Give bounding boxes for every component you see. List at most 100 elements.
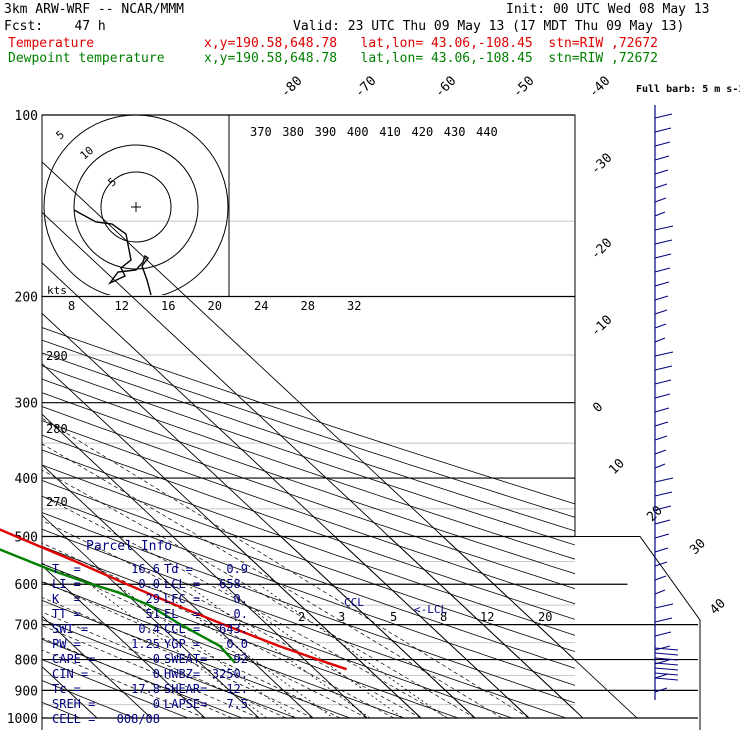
plot-frame — [41, 114, 576, 537]
dry-adiabat — [42, 599, 351, 719]
temperature-tick-label: -70 — [352, 74, 379, 101]
wind-barb — [654, 505, 672, 511]
parcel-param-value: 17.8 — [131, 682, 160, 696]
hodograph-speed-tick: 12 — [115, 299, 129, 313]
lower-boundary — [575, 535, 701, 730]
wind-barb — [654, 253, 672, 259]
dry-adiabat — [42, 512, 575, 704]
wind-barb — [654, 673, 669, 679]
wind-barb-low — [654, 672, 679, 676]
isotherm — [42, 565, 206, 719]
hodograph-speed-tick: 28 — [301, 299, 315, 313]
wind-barb — [654, 463, 666, 469]
isotherm-extension — [388, 536, 584, 719]
hodograph-speed-tick: 16 — [161, 299, 175, 313]
temperature-tick-label: -10 — [588, 313, 615, 340]
wind-barb — [654, 323, 667, 329]
parcel-info-title: Parcel Info — [86, 539, 173, 554]
hodograph-ring — [100, 171, 172, 243]
moist-adiabat — [42, 611, 287, 719]
dry-adiabat — [42, 545, 513, 719]
wind-barb — [654, 589, 666, 595]
pressure-tick-label: 600 — [15, 578, 38, 593]
parcel-param-value: 643. — [219, 622, 248, 636]
moist-adiabat — [42, 520, 422, 719]
parcel-param-value: 0.0 — [138, 577, 160, 591]
wind-barb — [654, 141, 671, 147]
wind-barb — [654, 407, 670, 413]
forecast-hour: Fcst: 47 h — [4, 19, 106, 34]
dry-adiabat — [42, 449, 575, 636]
pressure-tick-label: 500 — [15, 530, 38, 545]
theta-label: 400 — [347, 125, 369, 139]
wind-barb — [654, 561, 668, 567]
wind-barb — [654, 351, 674, 357]
wind-barb — [654, 617, 673, 623]
wind-barb — [654, 281, 670, 287]
mixing-ratio-label: 20 — [538, 610, 552, 624]
isotherm — [42, 514, 260, 719]
hodograph-trace — [73, 209, 152, 296]
theta-label: 410 — [379, 125, 401, 139]
pressure-tick-label: 400 — [15, 472, 38, 487]
dry-adiabat — [42, 638, 243, 719]
wind-barb — [654, 547, 669, 553]
dry-adiabat — [42, 563, 459, 719]
temperature-tick-label: -40 — [586, 74, 613, 101]
wind-barb — [654, 309, 668, 315]
dry-adiabat — [42, 392, 575, 575]
pressure-tick-label: 900 — [15, 684, 38, 699]
mixing-ratio-label: 12 — [480, 610, 494, 624]
dry-adiabat — [42, 528, 567, 719]
wind-barb — [654, 421, 669, 427]
dry-adiabat — [42, 420, 575, 605]
moist-adiabat — [42, 625, 260, 719]
wind-barb — [654, 239, 673, 245]
parcel-param-value: 0. — [233, 592, 248, 606]
temperature-tick-label: 30 — [687, 536, 709, 558]
wind-barb — [654, 127, 672, 133]
parcel-param-name: CELL = — [52, 712, 96, 726]
hodograph-speed-tick: 24 — [254, 299, 268, 313]
parcel-param-name: LCL = — [164, 577, 201, 591]
wind-barb-low — [654, 657, 679, 661]
wind-barb — [654, 449, 667, 455]
theta-label-low: 270 — [46, 495, 68, 509]
dry-adiabat — [42, 659, 189, 719]
isotherm-extension — [334, 536, 530, 719]
dewpoint-legend-label: Dewpoint temperature — [8, 51, 165, 66]
parcel-param-name: HWBZ= — [164, 667, 201, 681]
parcel-param-value: 0 — [152, 652, 160, 666]
moist-adiabat — [42, 580, 341, 719]
parcel-param-value: 0 — [152, 667, 160, 681]
parcel-param-name: LAPSE= — [164, 697, 208, 711]
wind-barb — [654, 225, 674, 231]
wind-barb — [654, 267, 671, 273]
parcel-param-value: 51 — [145, 607, 160, 621]
parcel-param-name: YGP = — [164, 637, 201, 651]
lcl-marker: <-LCL — [414, 603, 447, 616]
temperature-profile — [0, 528, 347, 671]
dewpoint-profile — [0, 548, 236, 664]
pressure-tick-label: 200 — [15, 291, 38, 306]
parcel-param-value: 008/08 — [116, 712, 160, 726]
parcel-param-name: Tc = — [52, 682, 81, 696]
parcel-param-name: LFC = — [164, 592, 201, 606]
parcel-param-name: LI = — [52, 577, 81, 591]
ccl-marker: CCL — [344, 596, 364, 609]
wind-barb — [654, 603, 674, 609]
theta-label: 370 — [250, 125, 272, 139]
dry-adiabat — [42, 581, 405, 719]
parcel-param-name: CAPE = — [52, 652, 96, 666]
parcel-param-value: 3250. — [211, 667, 248, 681]
isotherm-extension — [226, 536, 422, 719]
parcel-param-value: 92 — [233, 652, 248, 666]
wind-barb — [654, 687, 668, 693]
parcel-param-value: 29 — [145, 592, 160, 606]
hodograph-ring-label: 10 — [78, 144, 97, 162]
dry-adiabat — [42, 327, 575, 505]
dry-adiabat — [42, 495, 575, 686]
hodograph-ring — [43, 115, 229, 295]
pressure-tick-label: 300 — [15, 397, 38, 412]
